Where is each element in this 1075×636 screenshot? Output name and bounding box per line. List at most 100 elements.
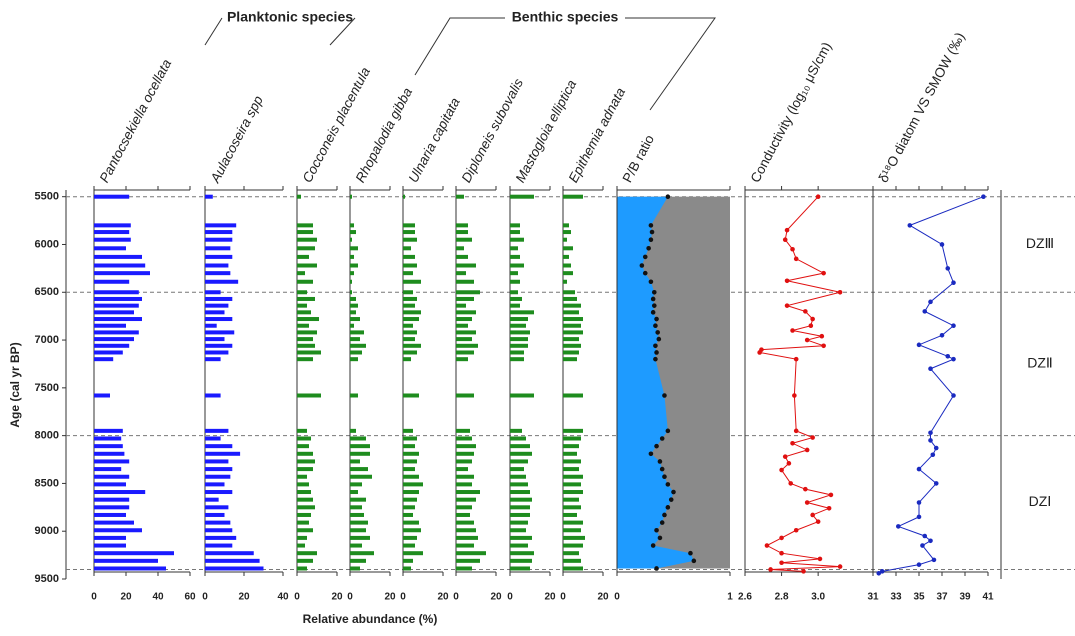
point — [653, 343, 658, 349]
bar — [510, 459, 528, 464]
bar — [205, 317, 233, 322]
area — [617, 196, 694, 569]
bar — [403, 393, 419, 398]
bar — [297, 337, 313, 342]
point — [648, 451, 654, 457]
bar — [297, 428, 307, 433]
panel-title: Pantocsekiella ocellata — [97, 56, 175, 185]
bar — [563, 428, 583, 433]
bar — [94, 343, 130, 348]
bar — [205, 323, 217, 328]
connector — [625, 17, 716, 111]
bar — [456, 444, 476, 449]
bar — [297, 357, 313, 362]
bar — [563, 535, 585, 540]
point — [646, 246, 651, 251]
point — [981, 194, 986, 199]
bar — [94, 474, 130, 479]
bar — [94, 535, 126, 540]
bar — [403, 303, 415, 308]
bar — [563, 490, 583, 495]
bar — [94, 310, 134, 315]
y-axis-label: Age (cal yr BP) — [8, 342, 22, 427]
bar — [94, 505, 130, 510]
bar — [205, 350, 229, 355]
bar — [205, 337, 225, 342]
bar — [403, 467, 415, 472]
bar — [456, 279, 474, 284]
bar — [94, 194, 130, 199]
bar — [510, 436, 526, 441]
point — [654, 350, 659, 355]
point — [784, 278, 790, 284]
point — [656, 336, 662, 342]
bar — [350, 535, 370, 540]
bar — [350, 459, 360, 464]
point — [651, 303, 657, 308]
point — [933, 445, 939, 451]
bar — [297, 490, 311, 495]
bar — [403, 505, 415, 510]
bar — [297, 543, 305, 548]
x-tick-label: 0 — [453, 592, 459, 603]
bar — [403, 490, 419, 495]
point — [933, 481, 939, 486]
point — [920, 543, 925, 548]
point — [790, 246, 795, 252]
bar — [456, 497, 476, 502]
point — [826, 505, 832, 511]
bar — [350, 357, 358, 362]
point — [790, 440, 795, 446]
bar — [510, 497, 532, 502]
x-tick-label: 2.8 — [775, 592, 789, 603]
bar — [403, 451, 419, 456]
bar — [94, 290, 139, 295]
point — [654, 527, 659, 533]
bar — [350, 290, 352, 295]
bar — [205, 566, 264, 571]
bar — [510, 290, 518, 295]
bar — [563, 436, 581, 441]
bar — [510, 451, 532, 456]
bar — [205, 543, 233, 548]
bar — [403, 343, 421, 348]
bar — [563, 337, 579, 342]
point — [657, 535, 663, 541]
x-tick-label: 0 — [294, 592, 300, 603]
bar — [205, 490, 233, 495]
x-tick-label: 0 — [400, 592, 406, 603]
bar — [205, 237, 233, 242]
bar — [456, 230, 468, 235]
bar — [350, 194, 352, 199]
x-tick-label: 20 — [490, 592, 502, 603]
point — [668, 497, 674, 502]
point — [804, 447, 810, 453]
y-tick-label: 6000 — [35, 238, 59, 250]
bar — [297, 451, 313, 456]
bar — [94, 543, 126, 548]
bar — [456, 428, 470, 433]
bar — [403, 350, 417, 355]
point — [648, 223, 654, 228]
bar — [403, 497, 417, 502]
bar — [297, 528, 313, 533]
point — [930, 452, 936, 458]
bar — [563, 543, 583, 548]
bar — [205, 428, 229, 433]
bar — [297, 323, 309, 328]
point — [817, 556, 823, 562]
bar — [456, 337, 472, 342]
bar — [456, 566, 472, 571]
point — [951, 280, 956, 286]
bar — [563, 350, 579, 355]
point — [654, 443, 659, 449]
point — [782, 237, 788, 243]
bar — [350, 237, 352, 242]
bar — [510, 279, 520, 284]
panel-title: Ulnaria capitata — [406, 95, 464, 185]
point — [793, 356, 799, 362]
bar — [563, 393, 583, 398]
bar — [205, 505, 229, 510]
zone-label: DZⅠ — [1029, 493, 1052, 509]
point — [648, 279, 654, 285]
